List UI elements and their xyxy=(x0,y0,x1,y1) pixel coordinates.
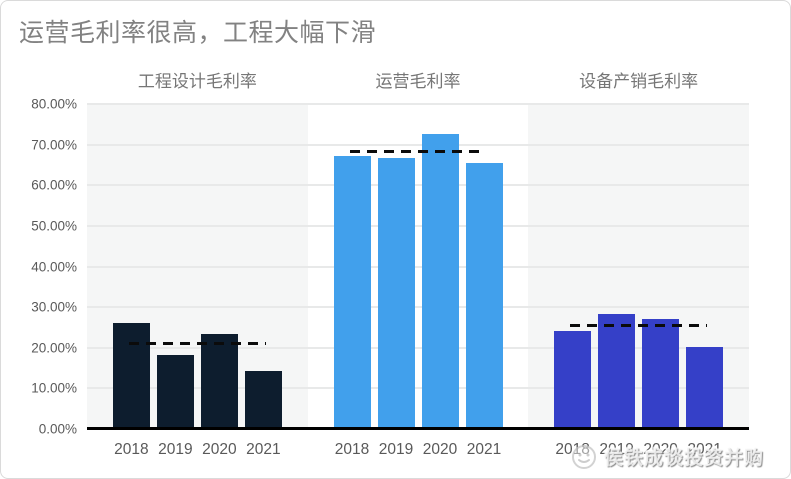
x-axis-tick-label: 2018 xyxy=(334,441,370,458)
bar-2018 xyxy=(112,322,150,429)
x-axis-line xyxy=(87,427,749,430)
y-axis-tick-label: 10.00% xyxy=(31,380,77,396)
x-axis-tick-label: 2020 xyxy=(202,441,237,458)
x-axis-tick-label: 2018 xyxy=(114,441,149,458)
x-axis-tick-label: 2019 xyxy=(158,441,193,458)
y-axis-tick-label: 50.00% xyxy=(31,218,77,234)
group-labels-row: 工程设计毛利率 运营毛利率 设备产销毛利率 xyxy=(87,67,749,91)
bar-2020 xyxy=(642,318,680,429)
y-axis-tick-label: 60.00% xyxy=(31,177,77,193)
bar-2019 xyxy=(156,354,194,429)
x-axis-tick-label: 2021 xyxy=(687,441,722,458)
x-axis-tick-label: 2020 xyxy=(643,441,678,458)
watermark: 侯铁成谈投资并购 xyxy=(571,443,764,470)
x-axis-group-3: 2018 2019 2020 2021 xyxy=(528,441,749,463)
x-axis-tick-label: 2019 xyxy=(599,441,634,458)
y-axis-tick-label: 40.00% xyxy=(31,259,77,274)
bar-group-panel-3 xyxy=(528,104,750,429)
bar-2019 xyxy=(598,314,636,429)
bar-group-panel-2 xyxy=(307,104,529,429)
y-axis-tick-label: 30.00% xyxy=(31,299,77,315)
bar-2020 xyxy=(200,333,238,429)
x-axis: 2018 2019 2020 2021 2018 2019 2020 2021 2018 2019… xyxy=(87,441,749,463)
average-dashed-line xyxy=(570,324,708,328)
x-axis-tick-label: 2021 xyxy=(246,441,281,458)
x-axis-tick-label: 2021 xyxy=(466,441,502,458)
y-axis-tick-label: 70.00% xyxy=(31,137,77,153)
bar-2020 xyxy=(421,134,459,429)
bar-2019 xyxy=(377,158,415,429)
bar-2018 xyxy=(554,331,592,429)
bar-group-panel-1 xyxy=(87,104,308,429)
y-axis-tick-label: 0.00% xyxy=(38,421,77,437)
chart-title: 运营毛利率很高，工程大幅下滑 xyxy=(19,19,377,47)
bar-2021 xyxy=(686,346,724,429)
x-axis-tick-label: 2019 xyxy=(378,441,414,458)
average-dashed-line xyxy=(349,149,487,153)
group-label-2: 运营毛利率 xyxy=(375,72,461,91)
watermark-text: 侯铁成谈投资并购 xyxy=(603,448,764,469)
x-axis-group-2: 2018 2019 2020 2021 xyxy=(308,441,529,463)
x-axis-tick-label: 2020 xyxy=(422,441,458,458)
bar-2021 xyxy=(244,370,282,429)
y-axis: 0.00% 10.00% 20.00% 30.00% 40.00% 50.00% 60.00… xyxy=(1,97,77,437)
plot-area xyxy=(87,103,750,430)
bar-2021 xyxy=(465,162,503,429)
group-label-1: 工程设计毛利率 xyxy=(137,72,257,91)
y-axis-tick-label: 20.00% xyxy=(31,340,77,356)
bar-2018 xyxy=(333,156,371,429)
x-axis-group-1: 2018 2019 2020 2021 xyxy=(87,441,308,463)
average-dashed-line xyxy=(129,342,266,346)
group-label-3: 设备产销毛利率 xyxy=(579,72,699,91)
y-axis-tick-label: 80.00% xyxy=(31,96,77,112)
smiley-badge-icon xyxy=(571,444,596,469)
